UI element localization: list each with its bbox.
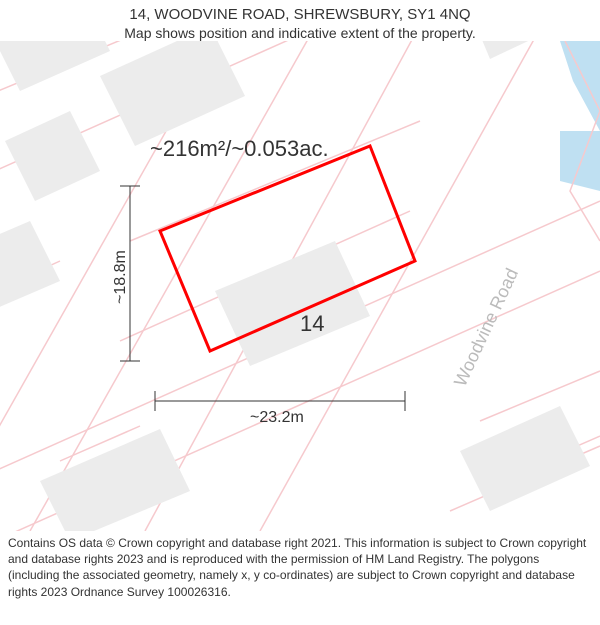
area-label: ~216m²/~0.053ac. xyxy=(150,136,329,162)
plot-number-label: 14 xyxy=(300,311,324,337)
copyright-footer: Contains OS data © Crown copyright and d… xyxy=(0,531,600,604)
page-title: 14, WOODVINE ROAD, SHREWSBURY, SY1 4NQ xyxy=(10,6,590,23)
header: 14, WOODVINE ROAD, SHREWSBURY, SY1 4NQ M… xyxy=(0,0,600,41)
map-canvas: ~216m²/~0.053ac. 14 Woodvine Road ~23.2m… xyxy=(0,41,600,531)
width-dimension-label: ~23.2m xyxy=(250,409,304,427)
height-dimension-label: ~18.8m xyxy=(112,250,130,304)
page-subtitle: Map shows position and indicative extent… xyxy=(10,25,590,41)
